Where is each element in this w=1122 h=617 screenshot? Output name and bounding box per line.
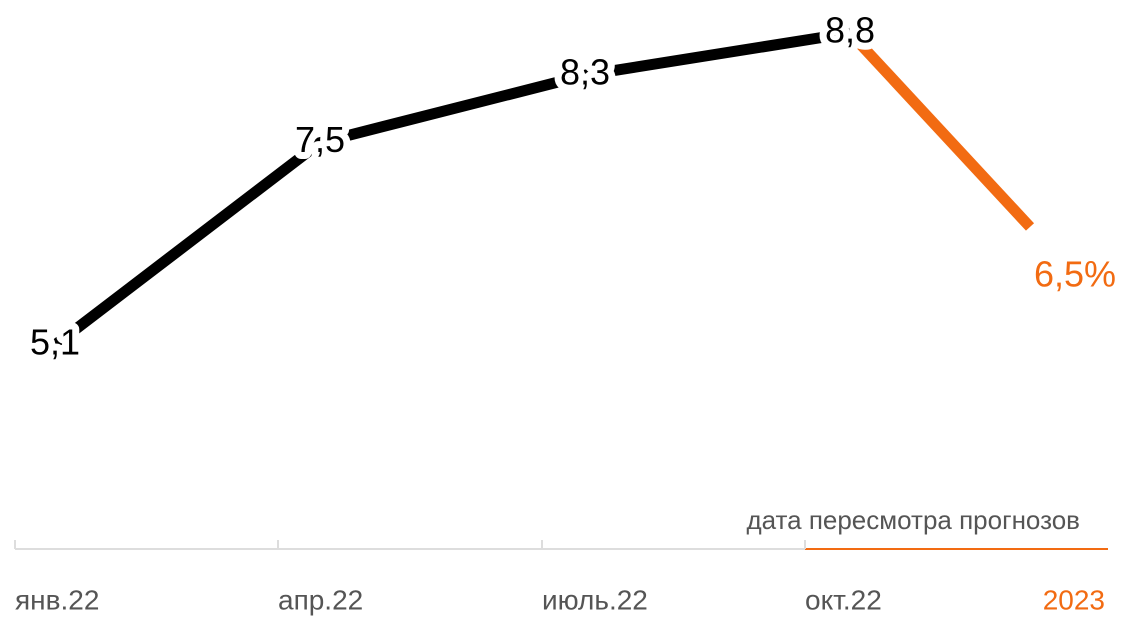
data-label: 8,8 — [825, 10, 875, 51]
data-label: 6,5% — [1034, 253, 1116, 294]
x-tick-label: апр.22 — [278, 584, 363, 615]
series-line — [51, 27, 851, 350]
data-label: 5,1 — [30, 322, 80, 363]
x-tick-label: окт.22 — [805, 584, 882, 615]
x-tick-label: июль.22 — [542, 584, 648, 615]
x-tick-label: 2023 — [1043, 584, 1105, 615]
series-line — [845, 29, 1035, 231]
x-tick-label: янв.22 — [15, 584, 99, 615]
data-label: 8,3 — [560, 52, 610, 93]
data-label: 7,5 — [295, 119, 345, 160]
annotation: дата пересмотра прогнозов — [746, 505, 1080, 535]
